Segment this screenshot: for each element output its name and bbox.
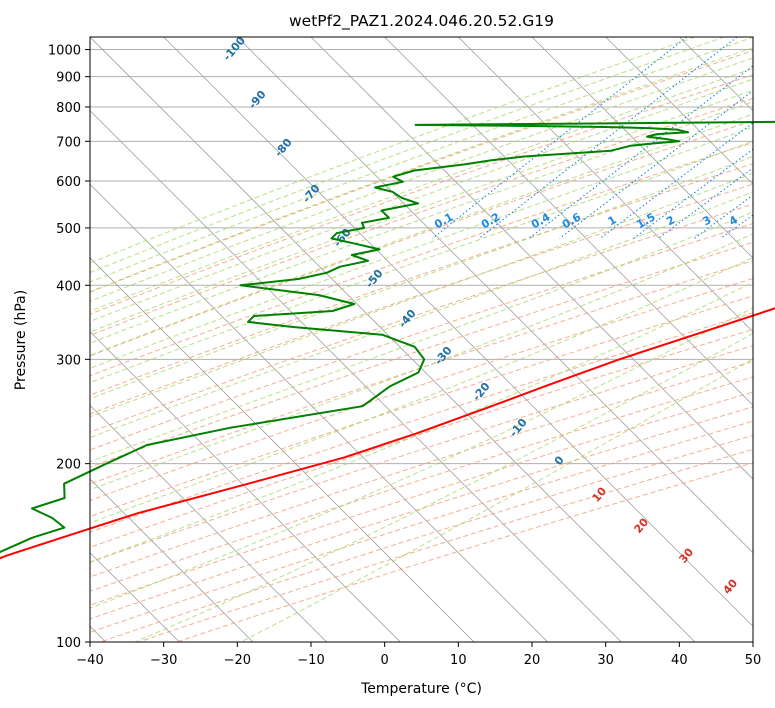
x-tick-label: −30 bbox=[150, 653, 177, 668]
x-axis-title: Temperature (°C) bbox=[360, 681, 482, 697]
dry-adiabat-line bbox=[90, 120, 753, 357]
moist-adiabat-line bbox=[90, 37, 696, 264]
plot-marks bbox=[0, 120, 775, 560]
isotherm-line bbox=[605, 37, 753, 185]
y-tick-label: 200 bbox=[56, 458, 81, 473]
x-tick-label: 40 bbox=[671, 653, 688, 668]
moist-adiabat-line bbox=[90, 307, 753, 609]
x-tick-label: 20 bbox=[524, 653, 541, 668]
y-tick-label: 100 bbox=[56, 636, 81, 651]
moist-adiabat-line bbox=[90, 155, 753, 400]
isotherm-line bbox=[90, 183, 548, 642]
isotherm-line bbox=[90, 404, 327, 642]
dry-adiabat-line bbox=[90, 420, 753, 633]
y-tick-label: 700 bbox=[56, 135, 81, 150]
moist-adiabat-line bbox=[90, 78, 753, 323]
isotherm-line bbox=[458, 37, 753, 333]
plot-area: 0.10.20.40.611.52346810131620253036-100-… bbox=[90, 37, 753, 642]
moist-adiabat-line bbox=[90, 67, 753, 312]
dry-adiabat-line bbox=[90, 295, 753, 518]
moist-adiabat-line bbox=[90, 140, 753, 384]
isotherm-line bbox=[90, 478, 254, 642]
isotherm-line bbox=[90, 331, 401, 642]
dry-adiabat-line bbox=[138, 448, 753, 642]
dry-adiabat-line bbox=[90, 163, 753, 396]
dry-adiabat-line bbox=[90, 328, 753, 548]
isotherm-line bbox=[163, 37, 753, 627]
axes: −40 −30 −20 −10 0 10 20 30 40 50 1000 900 800 700 600 5… bbox=[48, 44, 761, 668]
plot-frame bbox=[89, 36, 754, 643]
dry-adiabat-line bbox=[100, 434, 753, 642]
mixing-ratio-line bbox=[559, 90, 753, 239]
dewpoint-profile-line bbox=[0, 120, 775, 554]
isotherm-line bbox=[90, 257, 475, 642]
y-tick-label: 900 bbox=[56, 71, 81, 86]
y-tick-label: 600 bbox=[56, 175, 81, 190]
chart-title: wetPf2_PAZ1.2024.046.20.52.G19 bbox=[289, 12, 554, 31]
y-tick-label: 300 bbox=[56, 353, 81, 368]
x-tick-label: 50 bbox=[745, 653, 762, 668]
dry-adiabat-line bbox=[90, 260, 753, 485]
mixing-ratio-line bbox=[478, 37, 738, 239]
isotherm-line bbox=[90, 110, 622, 642]
isotherm-line bbox=[310, 37, 753, 480]
moist-adiabat-line bbox=[90, 172, 753, 418]
dry-adiabat-line bbox=[176, 462, 753, 642]
moist-adiabat-line bbox=[90, 211, 753, 463]
dry-adiabat-line bbox=[90, 345, 753, 563]
x-tick-label: 0 bbox=[381, 653, 389, 668]
dry-adiabat-line bbox=[90, 360, 753, 578]
x-tick-label: −20 bbox=[224, 653, 251, 668]
x-tick-label: 30 bbox=[597, 653, 614, 668]
moist-adiabat-line bbox=[90, 256, 753, 524]
temperature-profile-line bbox=[0, 307, 775, 560]
y-axis-title: Pressure (hPa) bbox=[13, 290, 29, 390]
mixing-ratio-line bbox=[658, 167, 753, 239]
isotherm-line bbox=[531, 37, 753, 259]
y-tick-label: 500 bbox=[56, 222, 81, 237]
isotherm-line bbox=[237, 37, 753, 554]
y-tick-label: 1000 bbox=[48, 44, 81, 59]
x-tick-label: −40 bbox=[76, 653, 103, 668]
isotherm-line bbox=[384, 37, 753, 406]
y-tick-label: 800 bbox=[56, 101, 81, 116]
x-tick-label: 10 bbox=[450, 653, 467, 668]
dry-adiabat-line bbox=[90, 203, 753, 433]
moist-adiabat-line bbox=[90, 101, 753, 344]
x-tick-label: −10 bbox=[297, 653, 324, 668]
moist-adiabat-line bbox=[90, 37, 753, 283]
y-tick-label: 400 bbox=[56, 279, 81, 294]
